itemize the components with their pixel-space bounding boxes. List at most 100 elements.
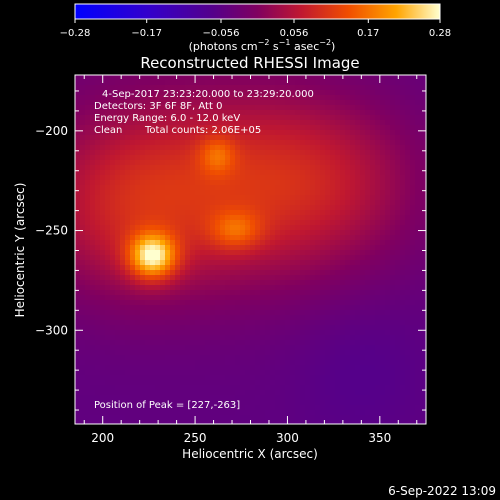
heatmap-cell	[375, 135, 381, 141]
heatmap-cell	[235, 390, 241, 396]
heatmap-cell	[225, 140, 231, 146]
heatmap-cell	[125, 330, 131, 336]
heatmap-cell	[265, 230, 271, 236]
heatmap-cell	[180, 315, 186, 321]
heatmap-cell	[195, 345, 201, 351]
heatmap-cell	[160, 165, 166, 171]
heatmap-cell	[310, 170, 316, 176]
heatmap-cell	[340, 390, 346, 396]
heatmap-cell	[225, 400, 231, 406]
heatmap-cell	[75, 235, 81, 241]
heatmap-cell	[340, 310, 346, 316]
heatmap-cell	[300, 290, 306, 296]
heatmap-cell	[310, 285, 316, 291]
heatmap-cell	[140, 305, 146, 311]
heatmap-cell	[230, 190, 236, 196]
heatmap-cell	[105, 420, 111, 424]
heatmap-cell	[180, 280, 186, 286]
heatmap-cell	[395, 305, 401, 311]
heatmap-cell	[270, 410, 276, 416]
heatmap-cell	[395, 410, 401, 416]
heatmap-cell	[245, 130, 251, 136]
heatmap-cell	[275, 225, 281, 231]
heatmap-cell	[375, 205, 381, 211]
heatmap-cell	[220, 305, 226, 311]
heatmap-cell	[200, 305, 206, 311]
heatmap-cell	[345, 260, 351, 266]
heatmap-cell	[175, 150, 181, 156]
heatmap-cell	[310, 155, 316, 161]
heatmap-cell	[210, 400, 216, 406]
heatmap-cell	[190, 350, 196, 356]
heatmap-cell	[125, 215, 131, 221]
heatmap-cell	[85, 95, 91, 101]
heatmap-cell	[80, 75, 86, 81]
heatmap-cell	[115, 115, 121, 121]
heatmap-cell	[140, 120, 146, 126]
heatmap-cell	[160, 220, 166, 226]
heatmap-cell	[130, 405, 136, 411]
heatmap-cell	[115, 265, 121, 271]
heatmap-cell	[310, 205, 316, 211]
heatmap-cell	[235, 350, 241, 356]
heatmap-cell	[390, 205, 396, 211]
heatmap-cell	[260, 100, 266, 106]
heatmap-cell	[300, 280, 306, 286]
heatmap-cell	[150, 140, 156, 146]
heatmap-cell	[100, 385, 106, 391]
heatmap-cell	[240, 260, 246, 266]
heatmap-cell	[200, 355, 206, 361]
heatmap-cell	[365, 215, 371, 221]
heatmap-cell	[150, 410, 156, 416]
heatmap-cell	[370, 255, 376, 261]
heatmap-cell	[415, 155, 421, 161]
heatmap-cell	[225, 225, 231, 231]
heatmap-cell	[225, 80, 231, 86]
heatmap-cell	[400, 340, 406, 346]
heatmap-cell	[365, 170, 371, 176]
heatmap-cell	[415, 385, 421, 391]
heatmap-cell	[225, 200, 231, 206]
heatmap-cell	[395, 280, 401, 286]
heatmap-cell	[240, 370, 246, 376]
heatmap-cell	[395, 145, 401, 151]
heatmap-cell	[335, 285, 341, 291]
heatmap-cell	[285, 180, 291, 186]
heatmap-cell	[320, 320, 326, 326]
heatmap-cell	[225, 115, 231, 121]
heatmap-cell	[405, 230, 411, 236]
heatmap-cell	[340, 280, 346, 286]
heatmap-cell	[255, 260, 261, 266]
heatmap-cell	[95, 330, 101, 336]
heatmap-cell	[330, 200, 336, 206]
heatmap-cell	[230, 225, 236, 231]
heatmap-cell	[100, 365, 106, 371]
heatmap-cell	[380, 320, 386, 326]
heatmap-cell	[295, 250, 301, 256]
heatmap-cell	[85, 105, 91, 111]
heatmap-cell	[420, 410, 426, 416]
heatmap-cell	[285, 160, 291, 166]
heatmap-cell	[125, 185, 131, 191]
heatmap-cell	[155, 310, 161, 316]
heatmap-cell	[230, 200, 236, 206]
heatmap-cell	[215, 375, 221, 381]
heatmap-cell	[205, 185, 211, 191]
heatmap-cell	[80, 80, 86, 86]
heatmap-cell	[400, 95, 406, 101]
heatmap-cell	[160, 170, 166, 176]
heatmap-cell	[335, 385, 341, 391]
heatmap-cell	[275, 335, 281, 341]
heatmap-cell	[195, 310, 201, 316]
heatmap-cell	[170, 250, 176, 256]
heatmap-cell	[250, 290, 256, 296]
heatmap-cell	[75, 215, 81, 221]
heatmap-cell	[335, 95, 341, 101]
heatmap-cell	[305, 270, 311, 276]
heatmap-cell	[105, 375, 111, 381]
heatmap-cell	[195, 220, 201, 226]
heatmap-cell	[295, 420, 301, 424]
heatmap-cell	[420, 125, 426, 131]
heatmap-cell	[380, 355, 386, 361]
heatmap-cell	[345, 95, 351, 101]
